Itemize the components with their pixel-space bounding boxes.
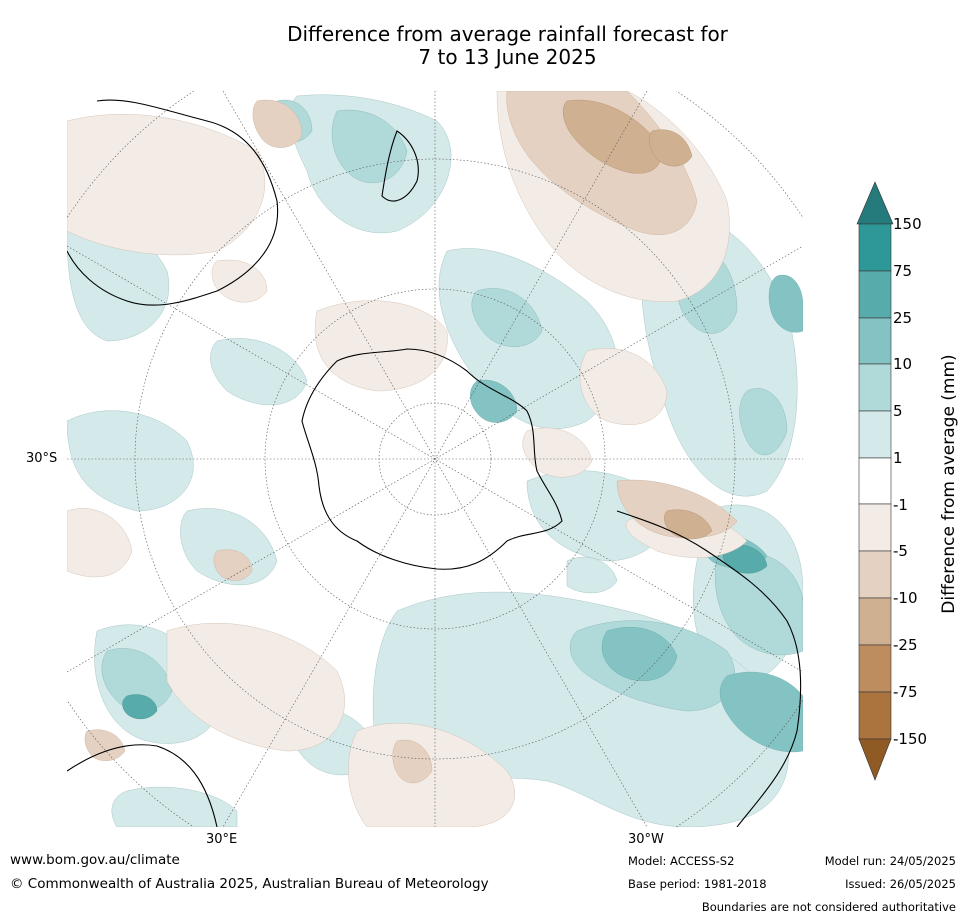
colorbar-arrow-top — [856, 181, 894, 225]
cb-75-150 — [858, 223, 892, 272]
colorbar-segments — [858, 223, 892, 740]
africa-outline — [67, 744, 218, 827]
cb-1-5 — [858, 410, 892, 459]
colorbar-tick: 1 — [893, 449, 903, 467]
graticule — [67, 91, 803, 827]
new-zealand-outline — [381, 130, 419, 202]
cb-neg150-neg75 — [858, 691, 892, 740]
chart-title-line1: Difference from average rainfall forecas… — [287, 22, 728, 46]
antarctica-outline — [301, 348, 563, 570]
colorbar-label: Difference from average (mm) — [939, 354, 959, 614]
anomaly-wet-stronger — [122, 544, 768, 720]
cb-25-75 — [858, 270, 892, 319]
anomaly-dry-strong — [562, 99, 713, 540]
colorbar-tick: -75 — [893, 683, 918, 701]
colorbar-tick: -5 — [893, 542, 908, 560]
cb-10-25 — [858, 317, 892, 365]
cb-neg1-1 — [858, 457, 892, 505]
south-america-outline — [616, 510, 802, 827]
issued-date: Issued: 26/05/2025 — [845, 877, 956, 891]
australia-outline — [67, 99, 279, 306]
colorbar-tick: -10 — [893, 589, 918, 607]
model-info: Model: ACCESS-S2 — [628, 854, 735, 868]
cb-neg10-neg5 — [858, 550, 892, 599]
colorbar-tick: 10 — [893, 355, 913, 373]
cb-neg75-neg25 — [858, 644, 892, 693]
chart-title-line2: 7 to 13 June 2025 — [418, 45, 597, 69]
colorbar-tick: 75 — [893, 262, 913, 280]
colorbar-tick: 5 — [893, 402, 903, 420]
lon-30e-label: 30°E — [206, 832, 238, 847]
colorbar-tick: 25 — [893, 309, 913, 327]
colorbar-tick: -25 — [893, 636, 918, 654]
colorbar-tick: 150 — [893, 215, 922, 233]
colorbar-tick: -150 — [893, 730, 928, 748]
base-period-info: Base period: 1981-2018 — [628, 877, 767, 891]
cb-5-10 — [858, 363, 892, 412]
lat-30s-label: 30°S — [26, 451, 58, 466]
model-run-date: Model run: 24/05/2025 — [824, 854, 956, 868]
cb-neg5-neg1 — [858, 503, 892, 552]
lon-30w-label: 30°W — [628, 832, 664, 847]
colorbar-tick: -1 — [893, 496, 908, 514]
cb-neg25-neg10 — [858, 597, 892, 646]
colorbar — [856, 181, 894, 781]
colorbar-arrow-bottom — [858, 738, 892, 781]
coastlines — [67, 99, 802, 827]
rainfall-anomaly-map — [67, 91, 803, 827]
website-link[interactable]: www.bom.gov.au/climate — [10, 852, 180, 868]
boundaries-disclaimer: Boundaries are not considered authoritat… — [701, 900, 956, 914]
copyright-text: © Commonwealth of Australia 2025, Austra… — [10, 876, 489, 892]
